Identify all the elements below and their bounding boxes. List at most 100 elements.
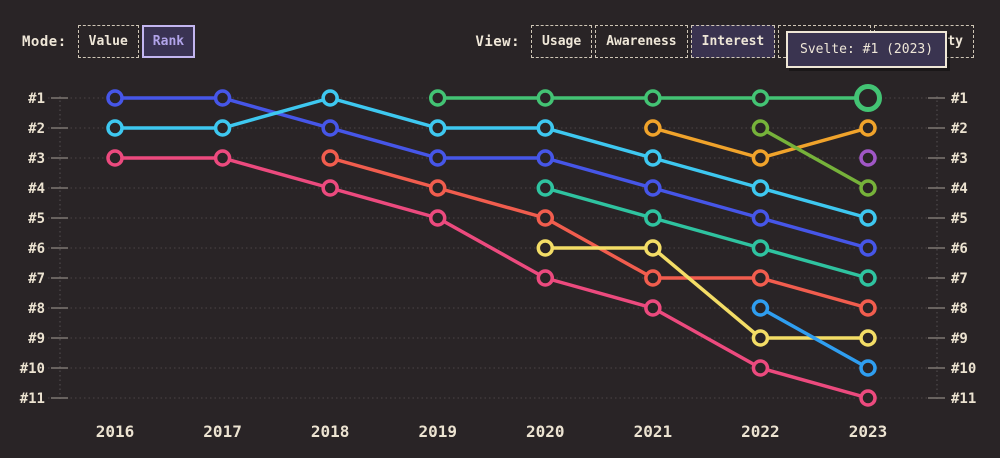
data-point-pink-2018[interactable] <box>321 179 339 197</box>
right-axis-label-10: #10 <box>951 361 976 377</box>
view-option-awareness[interactable]: Awareness <box>595 25 688 58</box>
right-axis-label-11: #11 <box>951 391 976 407</box>
data-point-teal-2020[interactable] <box>536 179 555 197</box>
data-point-orange-2022[interactable] <box>751 149 770 167</box>
data-point-salmon-2018[interactable] <box>321 149 339 167</box>
x-axis-label-2019: 2019 <box>418 422 457 441</box>
data-point-purple-2023[interactable] <box>859 149 877 167</box>
data-point-indigo-2020[interactable] <box>536 149 555 167</box>
data-point-indigo-2018[interactable] <box>321 119 339 137</box>
data-point-indigo-2016[interactable] <box>106 89 124 107</box>
left-axis-label-7: #7 <box>28 271 45 287</box>
view-option-interest[interactable]: Interest <box>690 25 776 58</box>
data-point-pink-2021[interactable] <box>644 299 662 317</box>
data-point-cyan-2018[interactable] <box>321 89 339 107</box>
mode-options: Value Rank <box>77 25 196 58</box>
data-point-green-svelte-2020[interactable] <box>536 89 555 107</box>
mode-control: Mode: Value Rank <box>22 25 196 58</box>
right-axis-label-8: #8 <box>951 301 968 317</box>
left-axis-label-6: #6 <box>28 241 45 257</box>
tooltip: Svelte: #1 (2023) <box>786 31 948 68</box>
right-axis-label-3: #3 <box>951 151 968 167</box>
data-point-pink-2016[interactable] <box>106 149 124 167</box>
data-point-salmon-2022[interactable] <box>751 269 770 287</box>
data-point-indigo-2021[interactable] <box>644 179 662 197</box>
data-point-cyan-2023[interactable] <box>859 209 877 227</box>
data-point-teal-2021[interactable] <box>644 209 662 227</box>
right-axis-label-4: #4 <box>951 181 968 197</box>
mode-label: Mode: <box>22 33 67 50</box>
data-point-pink-2019[interactable] <box>428 209 447 227</box>
left-axis-label-3: #3 <box>28 151 45 167</box>
data-point-cyan-2019[interactable] <box>428 119 447 137</box>
data-point-cyan-2022[interactable] <box>751 179 770 197</box>
data-point-orange-2021[interactable] <box>644 119 662 137</box>
data-point-green-svelte-2022[interactable] <box>751 89 770 107</box>
data-point-cyan-2021[interactable] <box>644 149 662 167</box>
right-axis-label-7: #7 <box>951 271 968 287</box>
series-line-lime <box>758 126 870 190</box>
x-axis-label-2018: 2018 <box>311 422 350 441</box>
data-point-teal-2023[interactable] <box>859 269 877 287</box>
right-axis-label-2: #2 <box>951 121 968 137</box>
series-line-salmon <box>328 156 870 310</box>
x-axis-label-2016: 2016 <box>96 422 135 441</box>
x-axis-label-2021: 2021 <box>634 422 673 441</box>
data-point-green-svelte-2021[interactable] <box>644 89 662 107</box>
right-axis-label-6: #6 <box>951 241 968 257</box>
series-line-dodger-blue <box>758 306 870 370</box>
right-axis-label-1: #1 <box>951 91 968 107</box>
data-point-cyan-2016[interactable] <box>106 119 124 137</box>
x-axis-label-2020: 2020 <box>526 422 565 441</box>
data-point-pink-2020[interactable] <box>536 269 555 287</box>
data-point-pink-2017[interactable] <box>213 149 232 167</box>
series-line-indigo <box>113 96 870 250</box>
view-option-usage[interactable]: Usage <box>531 25 593 58</box>
series-line-teal <box>543 186 870 280</box>
data-point-indigo-2023[interactable] <box>859 239 877 257</box>
data-point-cyan-2020[interactable] <box>536 119 555 137</box>
view-label: View: <box>475 33 521 50</box>
left-axis-label-4: #4 <box>28 181 45 197</box>
mode-option-rank[interactable]: Rank <box>141 25 196 58</box>
mode-option-value[interactable]: Value <box>77 25 139 58</box>
data-point-yellow-2020[interactable] <box>536 239 555 257</box>
data-point-dodger-blue-2023[interactable] <box>859 359 877 377</box>
data-point-indigo-2019[interactable] <box>428 149 447 167</box>
data-point-yellow-2021[interactable] <box>644 239 662 257</box>
data-point-pink-2023[interactable] <box>859 389 877 407</box>
data-point-salmon-2021[interactable] <box>644 269 662 287</box>
data-point-green-svelte-2019[interactable] <box>428 89 447 107</box>
data-point-teal-2022[interactable] <box>751 239 770 257</box>
data-point-salmon-2020[interactable] <box>536 209 555 227</box>
series-line-cyan <box>113 96 870 220</box>
tooltip-text: Svelte: #1 (2023) <box>800 42 934 57</box>
data-point-salmon-2023[interactable] <box>859 299 877 317</box>
data-point-orange-2023[interactable] <box>859 119 877 137</box>
series-line-pink <box>113 156 870 400</box>
left-axis-label-1: #1 <box>28 91 45 107</box>
data-point-indigo-2022[interactable] <box>751 209 770 227</box>
data-point-dodger-blue-2022[interactable] <box>751 299 770 317</box>
data-point-yellow-2022[interactable] <box>751 329 770 347</box>
left-axis-label-5: #5 <box>28 211 45 227</box>
left-axis-label-11: #11 <box>20 391 45 407</box>
right-axis-label-5: #5 <box>951 211 968 227</box>
x-axis-label-2022: 2022 <box>741 422 780 441</box>
x-axis-label-2023: 2023 <box>849 422 888 441</box>
left-axis-label-9: #9 <box>28 331 45 347</box>
data-point-yellow-2023[interactable] <box>859 329 877 347</box>
left-axis-label-10: #10 <box>20 361 45 377</box>
data-point-cyan-2017[interactable] <box>213 119 232 137</box>
data-point-indigo-2017[interactable] <box>213 89 232 107</box>
left-axis-label-8: #8 <box>28 301 45 317</box>
data-point-green-svelte-2023-highlighted[interactable] <box>854 84 882 112</box>
x-axis-label-2017: 2017 <box>203 422 242 441</box>
data-point-lime-2023[interactable] <box>859 179 877 197</box>
right-axis-label-9: #9 <box>951 331 968 347</box>
data-point-pink-2022[interactable] <box>751 359 770 377</box>
data-point-salmon-2019[interactable] <box>428 179 447 197</box>
left-axis-label-2: #2 <box>28 121 45 137</box>
data-point-lime-2022[interactable] <box>751 119 770 137</box>
